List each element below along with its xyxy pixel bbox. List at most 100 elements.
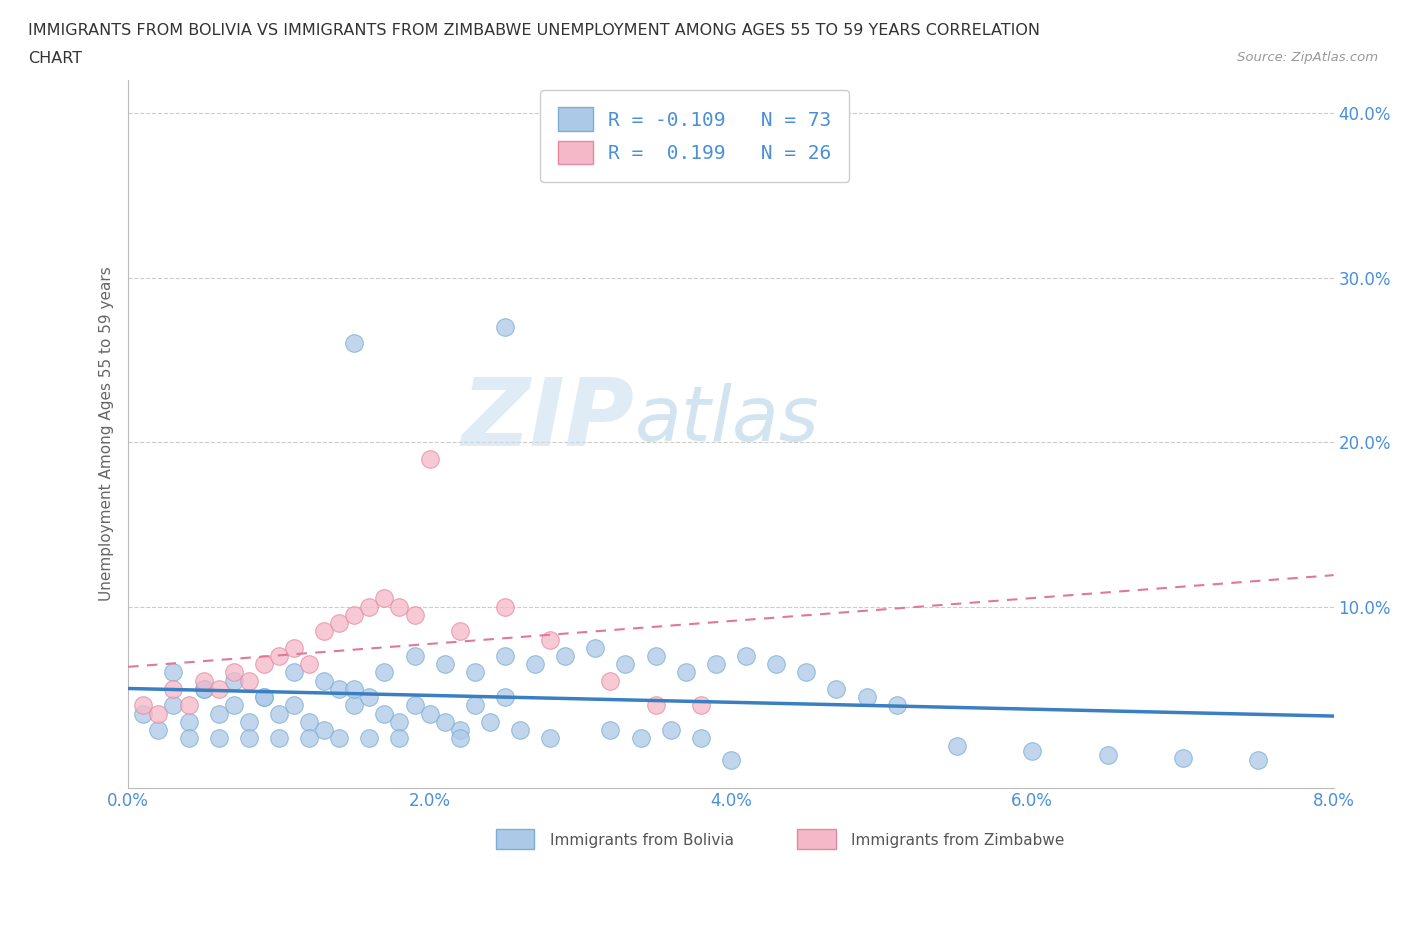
Point bbox=[343, 682, 366, 697]
Text: Source: ZipAtlas.com: Source: ZipAtlas.com bbox=[1237, 51, 1378, 64]
Point bbox=[886, 698, 908, 712]
Point bbox=[509, 723, 531, 737]
Point bbox=[794, 665, 817, 680]
Point bbox=[630, 731, 652, 746]
Point bbox=[177, 714, 200, 729]
Bar bbox=[496, 830, 534, 849]
Point bbox=[419, 706, 441, 721]
Point bbox=[359, 599, 381, 614]
Point bbox=[554, 648, 576, 663]
Point bbox=[825, 682, 848, 697]
Point bbox=[388, 731, 411, 746]
Point bbox=[298, 731, 321, 746]
Point bbox=[253, 690, 276, 705]
Text: IMMIGRANTS FROM BOLIVIA VS IMMIGRANTS FROM ZIMBABWE UNEMPLOYMENT AMONG AGES 55 T: IMMIGRANTS FROM BOLIVIA VS IMMIGRANTS FR… bbox=[28, 23, 1040, 38]
Point bbox=[208, 706, 231, 721]
Point bbox=[132, 698, 155, 712]
Point bbox=[675, 665, 697, 680]
Point bbox=[177, 698, 200, 712]
Point bbox=[494, 599, 516, 614]
Point bbox=[404, 607, 426, 622]
Point bbox=[208, 682, 231, 697]
Point bbox=[193, 682, 215, 697]
Point bbox=[373, 665, 395, 680]
Point bbox=[524, 657, 547, 671]
Point bbox=[449, 723, 471, 737]
Point bbox=[538, 632, 561, 647]
Point bbox=[449, 624, 471, 639]
Point bbox=[704, 657, 727, 671]
Point bbox=[193, 682, 215, 697]
Point bbox=[148, 706, 170, 721]
Point bbox=[404, 648, 426, 663]
Point bbox=[1097, 747, 1119, 762]
Point bbox=[1171, 751, 1194, 765]
Point bbox=[494, 648, 516, 663]
Point bbox=[419, 451, 441, 466]
Point bbox=[328, 731, 350, 746]
Point bbox=[328, 616, 350, 631]
Point bbox=[946, 739, 969, 754]
Point bbox=[148, 723, 170, 737]
Point bbox=[343, 607, 366, 622]
Point bbox=[222, 665, 245, 680]
Point bbox=[238, 673, 260, 688]
Point bbox=[689, 698, 711, 712]
Point bbox=[359, 731, 381, 746]
Point bbox=[388, 714, 411, 729]
Point bbox=[177, 731, 200, 746]
Point bbox=[343, 336, 366, 351]
Point bbox=[162, 698, 184, 712]
Point bbox=[583, 640, 606, 655]
Point bbox=[614, 657, 637, 671]
Point bbox=[765, 657, 787, 671]
Point bbox=[464, 698, 486, 712]
Point bbox=[267, 648, 290, 663]
Y-axis label: Unemployment Among Ages 55 to 59 years: Unemployment Among Ages 55 to 59 years bbox=[100, 267, 114, 601]
Point bbox=[735, 648, 758, 663]
Point bbox=[222, 698, 245, 712]
Point bbox=[328, 682, 350, 697]
Point bbox=[359, 690, 381, 705]
Point bbox=[373, 591, 395, 605]
Point bbox=[132, 706, 155, 721]
Point bbox=[404, 698, 426, 712]
Point bbox=[253, 657, 276, 671]
Point bbox=[494, 690, 516, 705]
Point bbox=[659, 723, 682, 737]
Point bbox=[298, 657, 321, 671]
Point bbox=[720, 752, 742, 767]
Text: ZIP: ZIP bbox=[461, 374, 634, 466]
Point bbox=[298, 714, 321, 729]
Point bbox=[238, 714, 260, 729]
Point bbox=[599, 673, 621, 688]
Point bbox=[449, 731, 471, 746]
Legend: R = -0.109   N = 73, R =  0.199   N = 26: R = -0.109 N = 73, R = 0.199 N = 26 bbox=[540, 90, 849, 182]
Point bbox=[538, 731, 561, 746]
Point bbox=[433, 657, 456, 671]
Point bbox=[283, 640, 305, 655]
Point bbox=[433, 714, 456, 729]
Point bbox=[478, 714, 501, 729]
Point bbox=[193, 673, 215, 688]
Point bbox=[162, 682, 184, 697]
Point bbox=[267, 706, 290, 721]
Point bbox=[343, 698, 366, 712]
Point bbox=[464, 665, 486, 680]
Text: atlas: atlas bbox=[634, 383, 820, 457]
Point bbox=[283, 698, 305, 712]
Point bbox=[644, 698, 666, 712]
Point bbox=[222, 673, 245, 688]
Point bbox=[283, 665, 305, 680]
Text: CHART: CHART bbox=[28, 51, 82, 66]
Point bbox=[855, 690, 877, 705]
Point bbox=[314, 673, 336, 688]
Point bbox=[388, 599, 411, 614]
Point bbox=[644, 648, 666, 663]
Point bbox=[1247, 752, 1270, 767]
Text: Immigrants from Bolivia: Immigrants from Bolivia bbox=[550, 833, 734, 848]
Point bbox=[494, 320, 516, 335]
Text: Immigrants from Zimbabwe: Immigrants from Zimbabwe bbox=[852, 833, 1064, 848]
Bar bbox=[797, 830, 835, 849]
Point bbox=[1021, 744, 1043, 759]
